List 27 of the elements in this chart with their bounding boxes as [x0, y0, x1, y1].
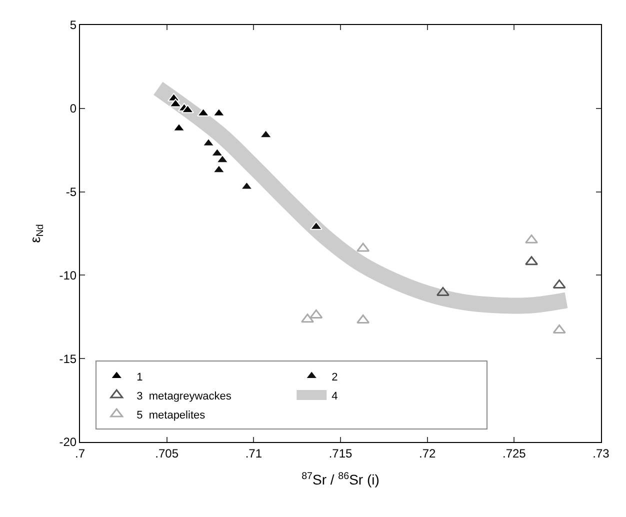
y-tick-label: -5: [66, 185, 77, 199]
y-tick-label: -15: [59, 352, 77, 366]
x-axis-title: $^{87}$Sr / $^{86}$Sr (i): [302, 470, 380, 488]
point: [552, 279, 566, 288]
x-tick-label: .72: [418, 446, 436, 460]
y-tick-label: 0: [70, 102, 77, 116]
x-tick-label: .71: [245, 446, 262, 460]
x-tick-label: .715: [328, 446, 352, 460]
legend-label: 1: [136, 371, 143, 384]
y-tick-label: -10: [59, 268, 77, 282]
point: [525, 234, 538, 244]
point: [436, 286, 450, 296]
legend-label: 2: [332, 371, 338, 384]
x-tick-label: .73: [592, 446, 610, 460]
point: [525, 256, 538, 266]
y-tick-label: 5: [70, 18, 77, 32]
x-tick-label: .705: [155, 446, 179, 460]
y-tick-label: -20: [59, 435, 77, 450]
legend-label: 4: [332, 390, 338, 402]
x-tick-label: .725: [502, 446, 526, 460]
point: [310, 309, 323, 318]
point: [356, 314, 370, 324]
legend-label: 3 metagreywackes: [136, 390, 232, 402]
legend-label: 5 metapelites: [136, 409, 206, 422]
point: [356, 242, 370, 252]
point: [552, 324, 566, 334]
x-tick-label: .7: [74, 446, 86, 460]
